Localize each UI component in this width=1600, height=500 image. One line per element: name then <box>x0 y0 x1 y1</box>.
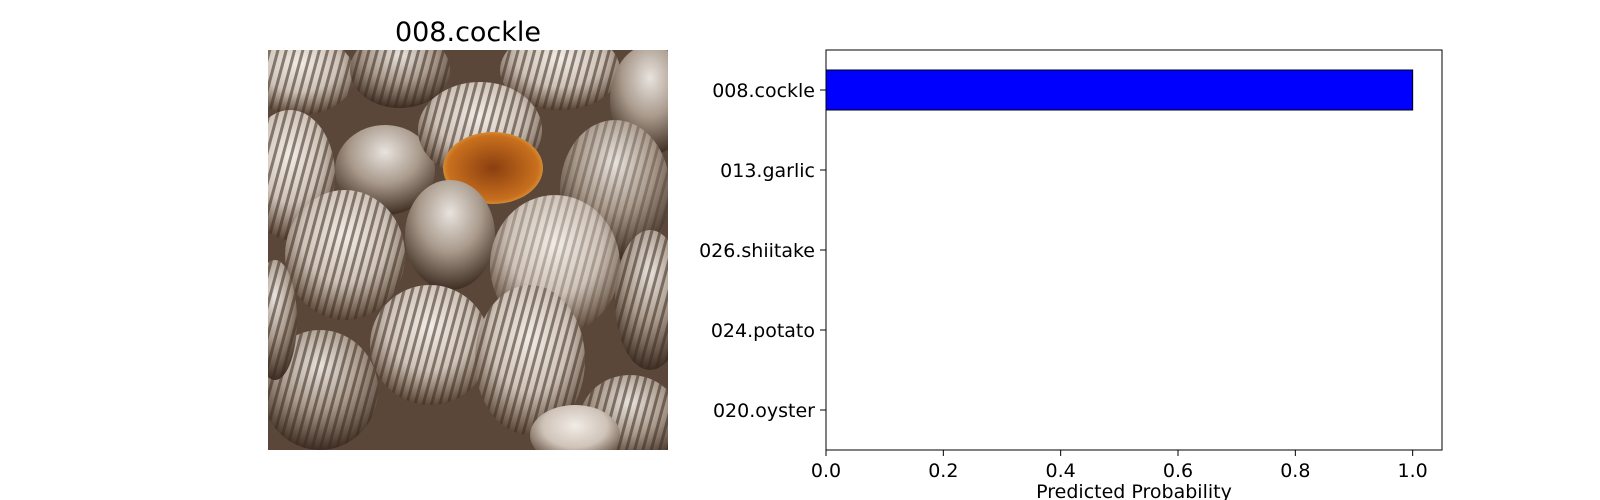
x-axis-label: Predicted Probability <box>1036 481 1232 500</box>
x-tick-label: 1.0 <box>1398 460 1428 482</box>
image-title: 008.cockle <box>395 17 541 48</box>
y-tick-label: 020.oyster <box>713 400 815 422</box>
y-tick-label: 024.potato <box>711 320 815 342</box>
y-tick-label: 013.garlic <box>720 160 815 182</box>
x-tick-label: 0.0 <box>811 460 841 482</box>
x-tick-label: 0.8 <box>1280 460 1310 482</box>
x-tick-label: 0.2 <box>928 460 958 482</box>
plot-frame <box>825 49 1443 451</box>
y-axis-ticks: 008.cockle 013.garlic 026.shiitake 024.pota… <box>699 80 826 422</box>
bar-008.cockle <box>825 69 1414 111</box>
x-axis-ticks: 0.0 0.2 0.4 0.6 0.8 1.0 <box>811 450 1428 482</box>
cockle-shells-photo <box>268 50 668 450</box>
x-tick-label: 0.4 <box>1046 460 1076 482</box>
probability-bar-chart: 008.cockle 013.garlic 026.shiitake 024.pota… <box>699 49 1443 500</box>
y-tick-label: 026.shiitake <box>699 240 815 262</box>
bars <box>825 69 1414 111</box>
x-tick-label: 0.6 <box>1163 460 1193 482</box>
y-tick-label: 008.cockle <box>712 80 815 102</box>
